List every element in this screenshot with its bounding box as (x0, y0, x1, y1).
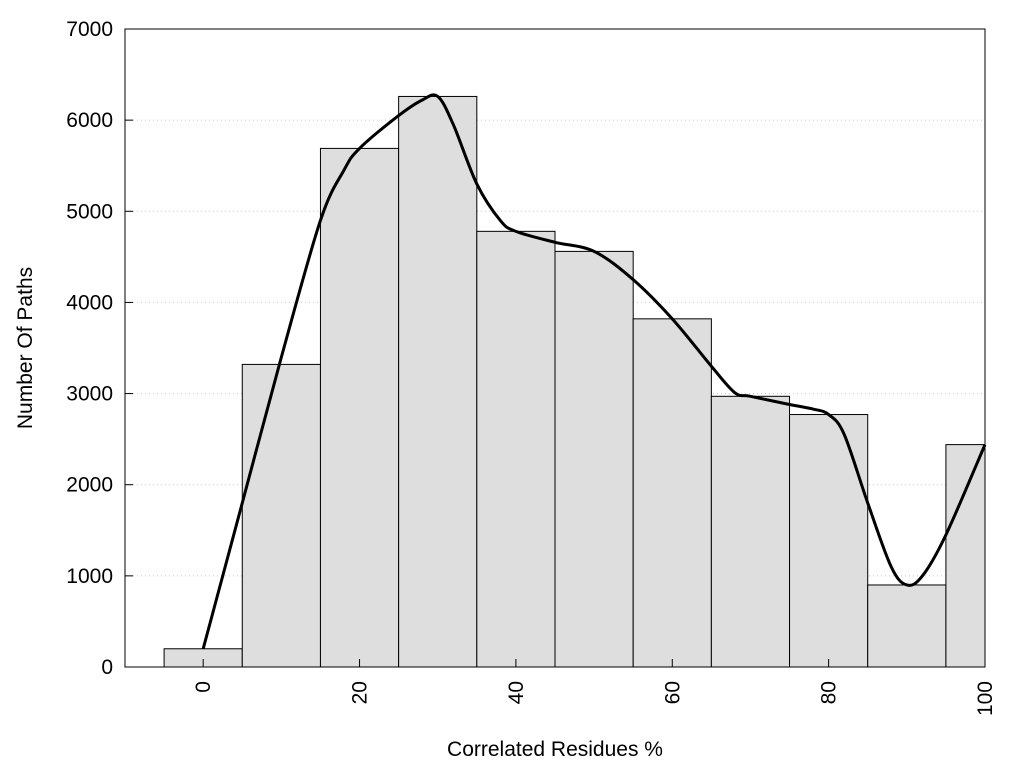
y-tick-label: 6000 (66, 109, 113, 132)
histogram-bar (398, 95, 478, 668)
y-tick-label: 0 (101, 656, 113, 679)
x-tick-label: 0 (192, 681, 215, 693)
y-tick-label: 2000 (66, 474, 113, 497)
y-tick-label: 4000 (66, 291, 113, 314)
histogram-bar (319, 147, 400, 668)
y-axis: 0 1000 2000 3000 4000 5000 6000 7000 (66, 18, 133, 679)
x-tick-label: 20 (349, 681, 372, 704)
x-tick-label: 60 (661, 681, 684, 704)
x-tick-label: 80 (818, 681, 841, 704)
histogram-bar (632, 318, 712, 668)
histogram-bar (241, 363, 321, 668)
histogram-bar (789, 414, 869, 668)
x-tick-label: 100 (974, 681, 997, 716)
histogram-bar (476, 230, 556, 668)
plot-frame (124, 28, 986, 668)
fit-curve-line (201, 93, 987, 650)
histogram-bar (554, 250, 634, 668)
bars (163, 95, 986, 668)
x-tick-label: 40 (505, 681, 528, 704)
x-axis-title: Correlated Residues % (447, 738, 663, 761)
histogram-bar (867, 584, 947, 668)
y-tick-label: 7000 (66, 18, 113, 41)
y-tick-label: 1000 (66, 565, 113, 588)
curve (201, 93, 987, 650)
y-tick-label: 3000 (66, 383, 113, 406)
y-tick-label: 5000 (66, 200, 113, 223)
x-axis: 0 20 40 60 80 100 (192, 659, 997, 716)
histogram-bar (710, 395, 791, 668)
histogram-bar (945, 444, 986, 668)
y-axis-title: Number Of Paths (14, 267, 37, 429)
